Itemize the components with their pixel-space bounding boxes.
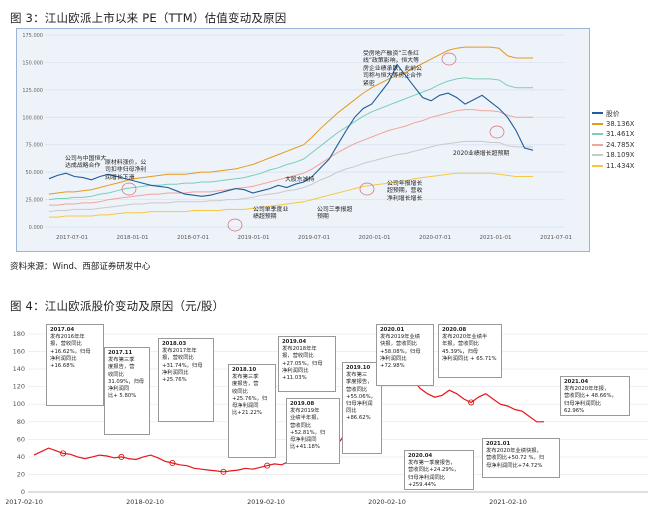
x-tick-label: 2020-01-01 <box>359 235 391 241</box>
legend-swatch-pe11 <box>592 164 603 167</box>
legend-swatch-pe31 <box>592 133 603 136</box>
event-box-2020-01: 2020.01 发布2019年业绩 快报，营收同比 +58.08%，归母 净利润同… <box>376 324 434 386</box>
annotation-2020-growth: 2020业绩增长超预期 <box>453 151 510 157</box>
event-box-2020-08: 2020.08 发布2020年业绩半 年报，营收同比 45.39%，归母 净利润同… <box>438 324 502 378</box>
x-tick-label: 2019-07-01 <box>298 235 330 241</box>
legend-item-pe11: 11.434X <box>592 161 660 172</box>
y-tick-label: 0.000 <box>29 225 43 231</box>
legend-swatch-pe38 <box>592 122 603 125</box>
figure-3-title: 图 3：江山欧派上市以来 PE（TTM）估值变动及原因 <box>10 11 287 25</box>
pe-band-svg: 0.000 25.000 50.000 75.000 100.000 125.000 150… <box>22 33 572 241</box>
event-circle-marker <box>121 182 137 196</box>
y-tick-label: 40 <box>17 453 25 461</box>
event-point-marker <box>118 453 125 460</box>
event-point-marker <box>220 468 227 475</box>
event-box-2017-11: 2017.11 发布第三季 度报告，营 收同比 31.09%，归母 净利润同 比+… <box>104 347 150 435</box>
event-point-marker <box>60 450 67 457</box>
annotation-q3-report: 公司三季报超 预期 <box>317 207 353 221</box>
annotation-three-red-lines: 受房地产融资“三条红 线”政策影响，恒大等 房企业绩承跌，此前公 司称与恒大等房… <box>363 51 422 87</box>
legend-item-pe38: 38.136X <box>592 119 660 130</box>
event-box-2018-03: 2018.03 发布2017年年 报，营收同比 +31.74%，归母 净利润同比 … <box>158 338 214 422</box>
series-line-pe-band <box>48 140 533 213</box>
event-circle-marker <box>441 52 457 66</box>
event-point-marker <box>169 460 176 467</box>
annotation-single-quarter: 公司单季度业 绩超预期 <box>253 207 289 221</box>
event-box-2021-04: 2021.04 发布2020年年报， 营收同比+ 48.66%， 归母净利润同比 … <box>560 376 630 416</box>
x-tick-label: 2017-07-01 <box>56 235 88 241</box>
y-tick-label: 180 <box>13 330 25 338</box>
x-tick-label: 2018-01-01 <box>117 235 149 241</box>
y-tick-label: 75.000 <box>26 143 44 149</box>
y-tick-label: 150.000 <box>22 60 43 66</box>
y-tick-label: 20 <box>17 470 25 478</box>
event-box-2017-04: 2017.04 发布2016年年 报，营收同比 +16.62%，归母 净利润同比 … <box>46 324 104 406</box>
y-tick-label: 120 <box>13 383 25 391</box>
annotation-shareholder-reduction: 大股东减持 <box>285 177 315 183</box>
y-tick-label: 160 <box>13 348 25 356</box>
pe-band-chart: 0.000 25.000 50.000 75.000 100.000 125.000 150… <box>16 28 590 252</box>
y-tick-label: 140 <box>13 365 25 373</box>
x-tick-label: 2020-07-01 <box>419 235 451 241</box>
legend-item-pe31: 31.461X <box>592 129 660 140</box>
event-box-2021-01: 2021.01 发布2020年业绩快报， 营收同比+50.72 %，归 母净利润同… <box>482 438 560 478</box>
annotation-annual-report: 公司年报增长 超预期，营收 净利增长增长 <box>387 181 423 202</box>
y-tick-label: 100.000 <box>22 115 43 121</box>
legend-swatch-pe18 <box>592 154 603 157</box>
event-circle-marker <box>489 125 505 139</box>
event-circle-marker <box>227 218 243 232</box>
y-tick-label: 175.000 <box>22 33 43 39</box>
source-note: 资料来源：Wind、西部证券研发中心 <box>10 262 151 272</box>
event-circle-marker <box>359 182 375 196</box>
x-tick-label: 2021-01-01 <box>480 235 512 241</box>
x-tick-label: 2020-02-10 <box>368 498 406 506</box>
y-tick-label: 60 <box>17 435 25 443</box>
event-box-2018-10: 2018.10 发布第三季 度报告，营 收同比 +25.76%，归 母净利润同 比… <box>228 364 276 458</box>
event-box-2019-04: 2019.04 发布2018年年 报，营收同比 +27.05%，归母 净利润同比 … <box>278 336 336 392</box>
price-events-chart: 0 20 40 60 80 100 120 140 160 180 2017-02-10 2018-0… <box>5 322 654 512</box>
annotation-hengda-cooperation: 公司与中国恒大 达成战略合作 <box>65 156 107 170</box>
event-box-2019-10: 2019.10 发布第三 季度报告， 营收同比 +55.06%， 归母净利润 同比… <box>342 362 382 454</box>
y-tick-label: 125.000 <box>22 88 43 94</box>
series-line-pe-band <box>49 172 533 218</box>
x-tick-label: 2021-02-10 <box>489 498 527 506</box>
series-line-price <box>48 63 534 197</box>
chart-legend: 股价 38.136X 31.461X 24.785X 18.109X 11.43… <box>592 108 660 171</box>
event-box-2019-08: 2019.08 发布2019年 业绩半年报， 营收同比 +52.81%，归 母净利… <box>286 398 340 464</box>
x-tick-label: 2019-01-01 <box>238 235 270 241</box>
series-line-pe-band <box>49 109 533 206</box>
event-point-marker <box>468 399 475 406</box>
x-tick-label: 2021-07-01 <box>540 235 572 241</box>
x-tick-label: 2019-02-10 <box>247 498 285 506</box>
y-tick-label: 80 <box>17 418 25 426</box>
legend-item-price: 股价 <box>592 108 660 119</box>
figure-4-title: 图 4：江山欧派股价变动及原因（元/股） <box>10 299 225 313</box>
legend-item-pe18: 18.109X <box>592 150 660 161</box>
legend-swatch-pe24 <box>592 143 603 146</box>
legend-item-pe24: 24.785X <box>592 140 660 151</box>
legend-swatch-price <box>592 112 603 115</box>
x-tick-label: 2018-02-10 <box>126 498 164 506</box>
y-tick-label: 50.000 <box>26 170 44 176</box>
series-line-pe-band <box>48 77 533 201</box>
x-tick-label: 2018-07-01 <box>177 235 209 241</box>
event-point-marker <box>264 462 271 469</box>
annotation-raw-material: 原材料涨价，公 司扣非归母净利 润增长下滑 <box>105 160 147 181</box>
y-tick-label: 100 <box>13 400 25 408</box>
y-tick-label: 0 <box>21 488 25 496</box>
event-box-2020-04: 2020.04 发布第一季度报告， 营收同比+24.29%， 归母净利润同比 +2… <box>404 450 474 490</box>
y-tick-label: 25.000 <box>26 198 44 204</box>
x-tick-label: 2017-02-10 <box>6 498 43 506</box>
